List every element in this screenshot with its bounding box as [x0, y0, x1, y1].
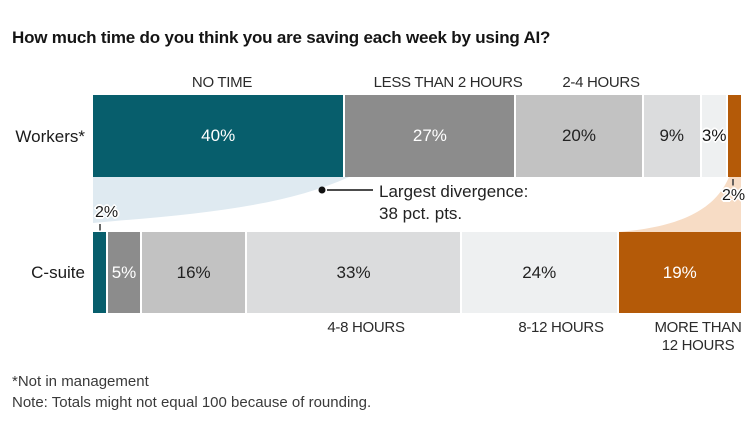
csuite-value-8-12-hours: 24%: [522, 262, 557, 282]
workers-value-no-time: 40%: [201, 126, 236, 145]
workers-segment-no-time: 40%: [93, 95, 344, 177]
csuite-segment-8-12-hours: 24%: [461, 232, 617, 313]
workers-segment-less-than-2-hours: 27%: [345, 95, 515, 177]
category-label-8-12-hours: 8-12 HOURS: [518, 319, 604, 336]
footnote: *Not in management: [12, 373, 149, 390]
workers-segment-more-than-12-hours: [728, 95, 741, 177]
csuite-bar: 5% 16% 33% 24% 19%: [93, 232, 741, 313]
workers-segment-4-8-hours: 9%: [643, 95, 700, 177]
csuite-segment-less-than-2-hours: 5%: [107, 232, 141, 313]
more-than-12-line1: MORE THAN: [654, 319, 742, 336]
no-time-flow-shape: [93, 177, 349, 223]
annotation-line2: 38 pct. pts.: [379, 204, 463, 223]
workers-bar: 40% 27% 20% 9% 3%: [93, 95, 741, 177]
csuite-segment-4-8-hours: 33%: [247, 232, 460, 313]
csuite-segment-2-4-hours: 16%: [142, 232, 246, 313]
workers-more-than-12-callout: 2%: [722, 187, 746, 204]
annotation-line1: Largest divergence:: [379, 182, 529, 201]
annotation-text: Largest divergence: 38 pct. pts.: [379, 181, 528, 225]
workers-segment-2-4-hours: 20%: [516, 95, 642, 177]
workers-value-less-than-2-hours: 27%: [412, 126, 447, 145]
category-label-no-time: NO TIME: [191, 74, 253, 91]
category-label-4-8-hours: 4-8 HOURS: [327, 319, 405, 336]
csuite-segment-more-than-12-hours: 19%: [618, 232, 741, 313]
more-than-12-line2: 12 HOURS: [661, 337, 735, 354]
workers-value-8-12-hours: 3%: [701, 126, 727, 145]
workers-value-4-8-hours: 9%: [659, 126, 685, 145]
rounding-note: Note: Totals might not equal 100 because…: [12, 394, 372, 411]
workers-segment-8-12-hours: 3%: [701, 95, 727, 177]
category-label-2-4-hours: 2-4 HOURS: [562, 74, 640, 91]
csuite-segment-no-time: [93, 232, 106, 313]
csuite-value-more-than-12-hours: 19%: [662, 262, 697, 282]
workers-value-2-4-hours: 20%: [561, 126, 596, 145]
category-label-less-than-2-hours: LESS THAN 2 HOURS: [373, 74, 523, 91]
annotation-dot: [318, 186, 326, 194]
chart-title: How much time do you think you are savin…: [12, 28, 551, 47]
category-label-more-than-12-hours: MORE THAN 12 HOURS: [654, 319, 741, 355]
csuite-value-less-than-2-hours: 5%: [111, 262, 137, 282]
csuite-no-time-callout: 2%: [95, 204, 119, 221]
csuite-value-2-4-hours: 16%: [176, 262, 211, 282]
csuite-value-4-8-hours: 33%: [336, 262, 371, 282]
row-label-csuite: C-suite: [31, 263, 85, 282]
row-label-workers: Workers*: [15, 127, 85, 146]
